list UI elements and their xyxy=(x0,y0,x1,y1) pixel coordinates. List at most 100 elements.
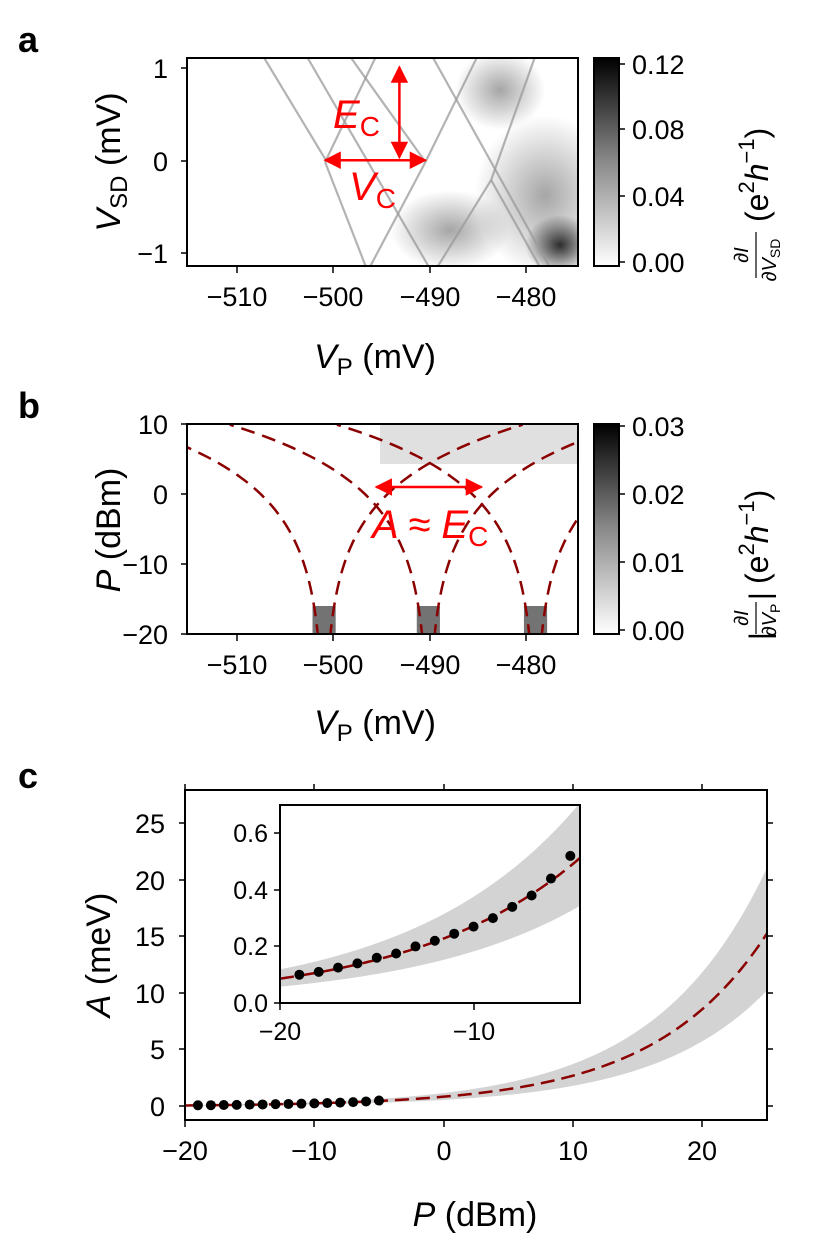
panel-c-ytick-label: 25 xyxy=(135,809,165,839)
panel-a-xtick-label: −500 xyxy=(303,282,364,312)
fit-curve xyxy=(185,932,767,1107)
ec-label: EC xyxy=(333,93,380,142)
data-point xyxy=(294,969,305,980)
diamond-line xyxy=(263,58,328,163)
data-point xyxy=(257,1099,268,1110)
panel-c-ytick-label: 10 xyxy=(135,979,165,1009)
panel-a-ytick-label: 1 xyxy=(153,54,168,84)
panel-b-heatmap xyxy=(187,424,578,634)
data-point xyxy=(565,850,576,861)
panel-c-ticks: 0 5 10 15 20 25 −20 −10 0 xyxy=(135,784,773,1166)
inset-frame xyxy=(279,804,581,1004)
data-point xyxy=(244,1099,255,1110)
data-point xyxy=(374,1095,384,1106)
panel-a-letter: a xyxy=(18,19,39,60)
inset-uncertainty-band xyxy=(280,805,580,987)
svg-text:(e2h−1): (e2h−1) xyxy=(734,490,775,584)
data-point xyxy=(333,962,344,973)
panel-c-ytick-label: 5 xyxy=(150,1035,165,1065)
diamond-line xyxy=(490,58,536,181)
panel-b-ytick-label: −10 xyxy=(122,550,168,580)
panel-c-xtick-label: 20 xyxy=(687,1136,717,1166)
panel-b-xtick-label: −490 xyxy=(400,650,461,680)
panel-c-letter: c xyxy=(18,755,38,796)
panel-c-plot xyxy=(185,867,767,1111)
data-point xyxy=(526,890,537,901)
panel-b-xtick-label: −510 xyxy=(207,650,268,680)
panel-a-xlabel: VP (mV) xyxy=(314,338,436,381)
svg-text:(e2h−1): (e2h−1) xyxy=(734,128,775,222)
inset-ytick-label: 0.0 xyxy=(233,990,268,1018)
panel-b-xtick-label: −480 xyxy=(496,650,557,680)
data-point xyxy=(352,958,363,969)
diamond-line xyxy=(437,179,493,266)
panel-a-annotations: EC VC xyxy=(323,65,428,214)
panel-b-xlabel: VP (mV) xyxy=(314,704,436,747)
data-point xyxy=(270,1099,281,1110)
data-point xyxy=(218,1100,229,1111)
panel-b-x-ticks: −510 −500 −490 −480 xyxy=(207,634,557,680)
panel-a: a 1 0 −1 −510 −500 −490 − xyxy=(18,19,783,381)
panel-c-xtick-label: 10 xyxy=(558,1136,588,1166)
panel-c-xtick-label: −20 xyxy=(162,1136,208,1166)
panel-b-ytick-label: −20 xyxy=(122,620,168,650)
diamond-line xyxy=(350,58,427,163)
panel-a-ylabel: VSD (mV) xyxy=(90,92,133,231)
resonance-curve xyxy=(433,440,578,634)
svg-text:∂VSD: ∂VSD xyxy=(759,239,783,282)
data-point xyxy=(231,1099,242,1110)
panel-b-cbar-tick: 0.01 xyxy=(632,548,685,578)
panel-b-annotations: A ≈ EC xyxy=(370,478,488,552)
diamond-line xyxy=(490,179,541,266)
panel-b-letter: b xyxy=(18,385,40,426)
inset-xtick-label: −20 xyxy=(259,1018,301,1046)
panel-a-ytick-label: 0 xyxy=(153,147,168,177)
resonance-curve xyxy=(187,445,319,634)
data-point xyxy=(348,1097,359,1108)
diamond-line xyxy=(369,161,427,266)
panel-a-cbar-tick: 0.00 xyxy=(632,248,685,278)
panel-b-xtick-label: −500 xyxy=(303,650,364,680)
panel-a-y-ticks: 1 0 −1 xyxy=(137,54,187,269)
panel-a-cbar-tick: 0.04 xyxy=(632,182,685,212)
resonance-shading xyxy=(312,606,548,634)
vc-label: VC xyxy=(349,165,396,214)
panel-b-cbar-tick: 0.00 xyxy=(632,616,685,646)
diamond-line xyxy=(432,58,550,266)
a-approx-ec-label: A ≈ EC xyxy=(370,503,488,552)
diamond-line xyxy=(424,58,478,163)
data-point xyxy=(391,948,402,959)
panel-c-ylabel: A (meV) xyxy=(80,893,118,1020)
inset-ytick-label: 0.4 xyxy=(233,877,268,905)
panel-c: c 0 5 10 1 xyxy=(18,755,773,1234)
coulomb-diamond-lines xyxy=(263,58,550,266)
panel-b-ytick-label: 10 xyxy=(138,410,168,440)
panel-a-xtick-label: −510 xyxy=(207,282,268,312)
panel-a-frame xyxy=(186,57,579,267)
data-point xyxy=(296,1098,307,1109)
diamond-line xyxy=(324,161,367,266)
panel-b-ytick-label: 0 xyxy=(153,480,168,510)
panel-c-x-ticks: −20 −10 0 10 20 xyxy=(162,784,717,1166)
data-point xyxy=(322,1098,333,1109)
panel-a-ytick-label: −1 xyxy=(137,239,168,269)
panel-c-xtick-label: 0 xyxy=(436,1136,451,1166)
panel-c-frame xyxy=(184,789,768,1121)
diamond-line xyxy=(324,58,377,163)
inset-ticks: 0.0 0.2 0.4 0.6 −20 −10 xyxy=(233,820,495,1046)
resonance-curve xyxy=(329,424,524,634)
panel-c-ytick-label: 15 xyxy=(135,922,165,952)
panel-a-xtick-label: −490 xyxy=(400,282,461,312)
data-point xyxy=(361,1096,372,1107)
panel-b-colorbar: 0.03 0.02 0.01 0.00 xyxy=(593,412,685,646)
panel-a-colorbar: 0.12 0.08 0.04 0.00 xyxy=(593,50,685,278)
panel-c-xtick-label: −10 xyxy=(291,1136,337,1166)
resonance-curves xyxy=(187,424,578,634)
panel-c-y-ticks: 0 5 10 15 20 25 xyxy=(135,809,773,1122)
resonance-curve xyxy=(229,424,424,634)
panel-c-inset: 0.0 0.2 0.4 0.6 −20 −10 xyxy=(233,804,581,1046)
data-point xyxy=(468,921,479,932)
panel-b-ylabel: P (dBm) xyxy=(90,468,128,593)
inset-xtick-label: −10 xyxy=(453,1018,495,1046)
